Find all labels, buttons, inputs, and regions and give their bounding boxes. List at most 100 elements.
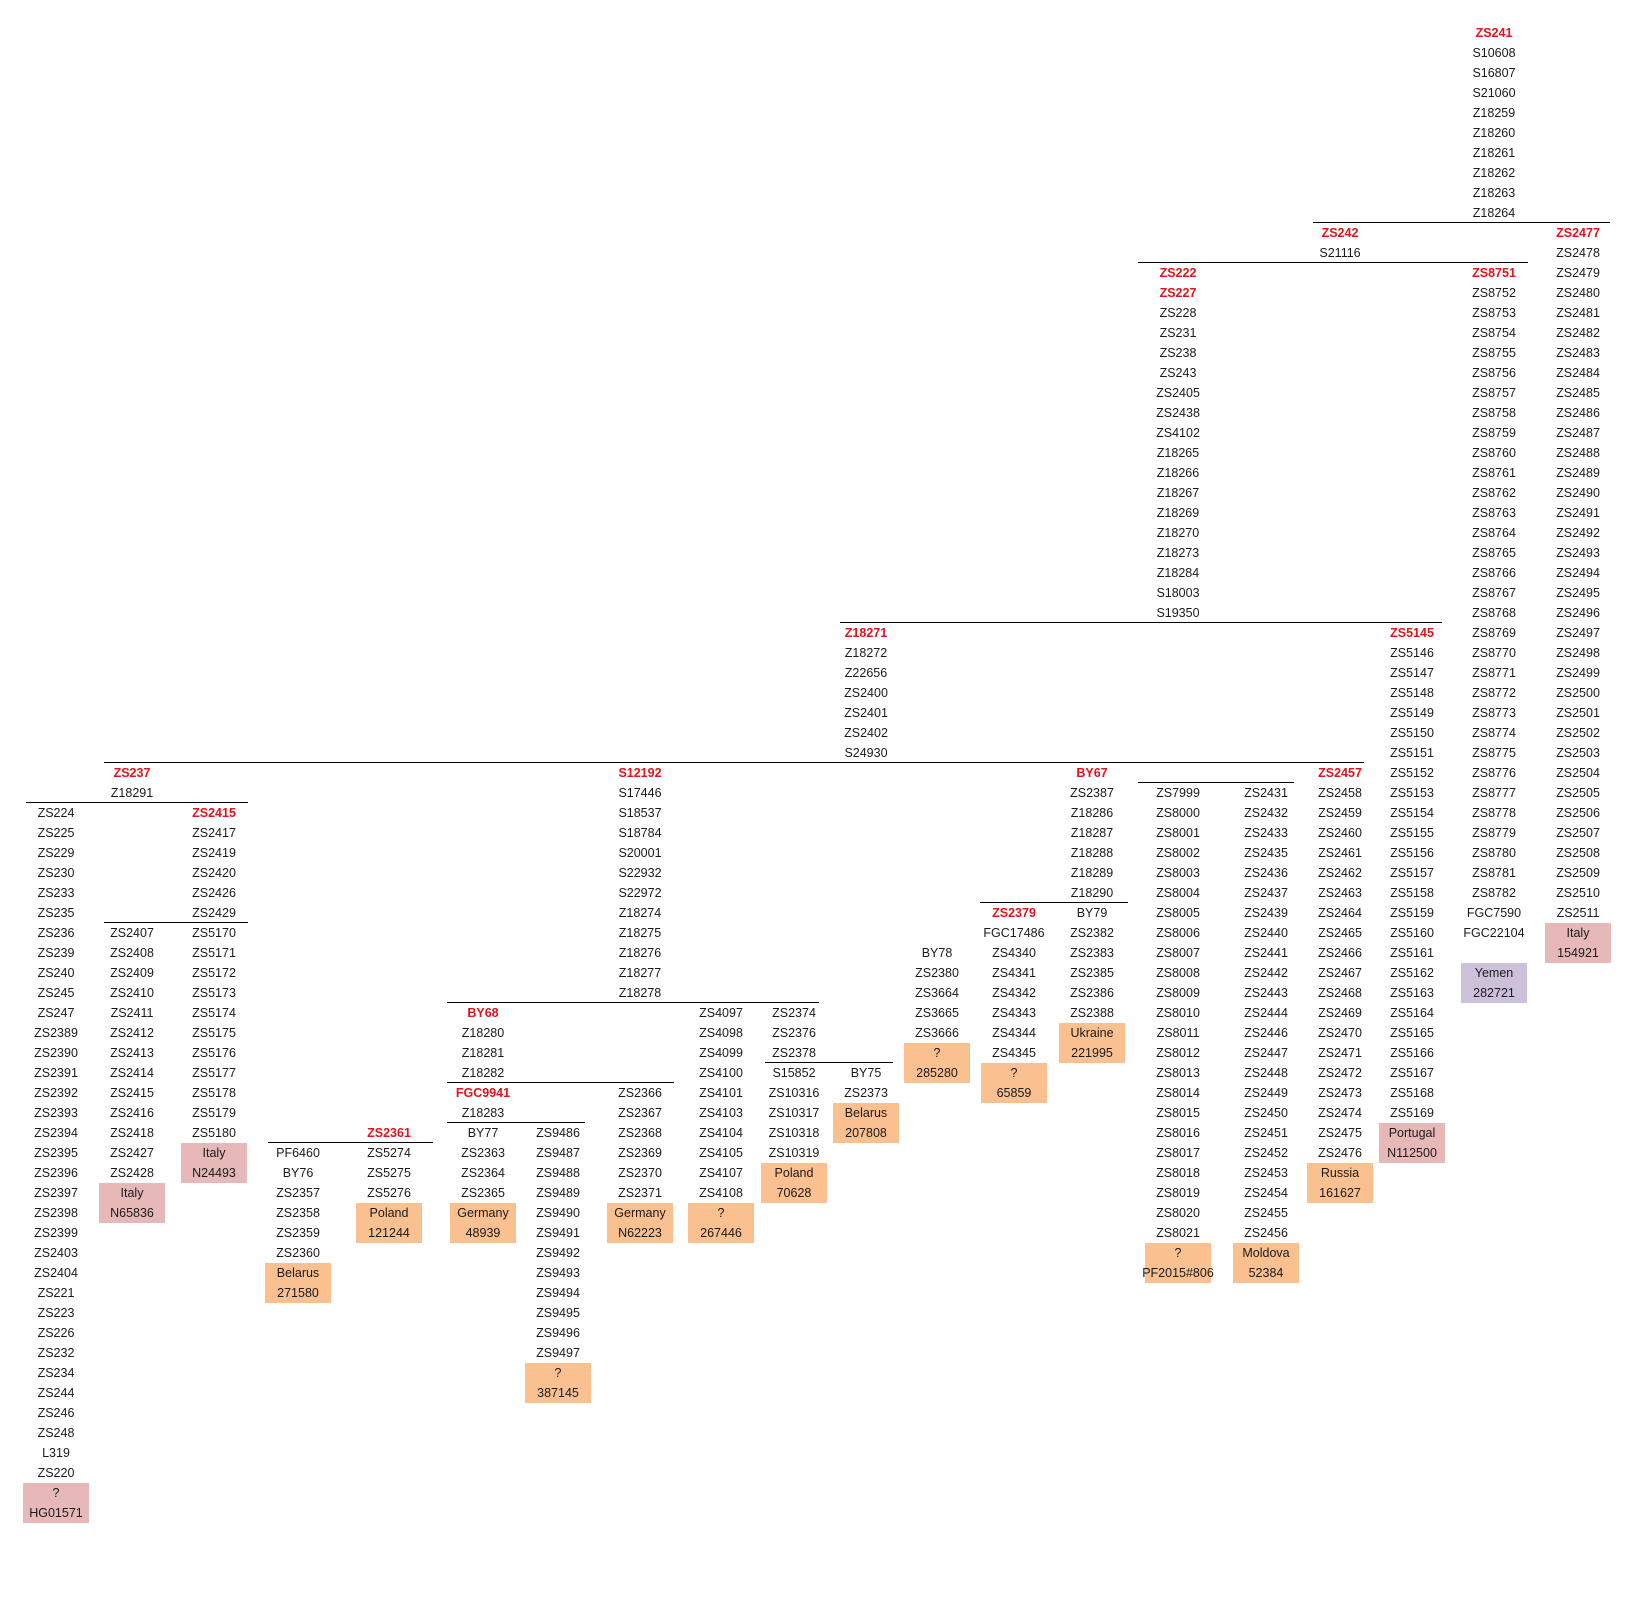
snp-label: ZS8769 — [1472, 626, 1516, 640]
snp-label: ZS2396 — [34, 1166, 78, 1180]
snp-label: ZS5146 — [1390, 646, 1434, 660]
snp-label: ZS2373 — [844, 1086, 888, 1100]
sample-id: 207808 — [845, 1126, 887, 1140]
sample-origin: ? — [554, 1366, 562, 1380]
snp-label: ZS8755 — [1472, 346, 1516, 360]
snp-label: ZS8772 — [1472, 686, 1516, 700]
snp-label: ZS4340 — [992, 946, 1036, 960]
snp-label: Z18284 — [1156, 566, 1200, 580]
sample-id: PF2015#806 — [1142, 1266, 1214, 1280]
snp-label: ZS8013 — [1156, 1066, 1200, 1080]
snp-label: ZS8021 — [1156, 1226, 1200, 1240]
snp-label: S18537 — [618, 806, 662, 820]
sample-origin: Yemen — [1474, 966, 1514, 980]
snp-label: ZS8765 — [1472, 546, 1516, 560]
clade-column-zs2379: ZS2379 FGC17486 — [976, 903, 1052, 943]
snp-label: S21060 — [1472, 86, 1516, 100]
snp-label: ZS2427 — [110, 1146, 154, 1160]
snp-label: Z18274 — [618, 906, 662, 920]
sample-box-s-267446: ? 267446 — [688, 1203, 754, 1243]
snp-label: ZS2467 — [1318, 966, 1362, 980]
snp-label: ZS2363 — [461, 1146, 505, 1160]
snp-label: Z18283 — [461, 1106, 505, 1120]
snp-label: ZS5168 — [1390, 1086, 1434, 1100]
branch-line — [980, 902, 1128, 903]
snp-label: ZS8775 — [1472, 746, 1516, 760]
sample-id: 65859 — [996, 1086, 1032, 1100]
snp-label: Z18267 — [1156, 486, 1200, 500]
snp-label: ZS8010 — [1156, 1006, 1200, 1020]
snp-label: Z18275 — [618, 926, 662, 940]
snp-label: ZS8008 — [1156, 966, 1200, 980]
snp-label: ZS8011 — [1156, 1026, 1200, 1040]
snp-label: Z18269 — [1156, 506, 1200, 520]
clade-column-zs4340: ZS4340 ZS4341 ZS4342 ZS4343 ZS4344 ZS4345 — [976, 943, 1052, 1063]
snp-label: ZS224 — [37, 806, 75, 820]
snp-label: ZS2480 — [1556, 286, 1600, 300]
sample-origin: ? — [1010, 1066, 1018, 1080]
sample-id: 48939 — [465, 1226, 501, 1240]
sample-box-s-poland-121244: Poland 121244 — [356, 1203, 422, 1243]
snp-label: ZS2416 — [110, 1106, 154, 1120]
clade-heading: BY68 — [467, 1006, 499, 1020]
branch-line — [104, 762, 1364, 763]
snp-label: ZS10317 — [768, 1106, 820, 1120]
snp-label: Z18286 — [1070, 806, 1114, 820]
snp-label: ZS2376 — [772, 1026, 816, 1040]
snp-label: ZS233 — [37, 886, 75, 900]
snp-label: ZS2500 — [1556, 686, 1600, 700]
sample-origin: Portugal — [1388, 1126, 1436, 1140]
sample-box-s-belarus-271580: Belarus 271580 — [265, 1263, 331, 1303]
snp-label: ZS236 — [37, 926, 75, 940]
clade-column-zs2361: ZS2361 ZS5274 ZS5275 ZS5276 — [351, 1123, 427, 1203]
clade-column-s15852: S15852 ZS10316 ZS10317 ZS10318 ZS10319 — [756, 1063, 832, 1163]
snp-label: ZS8756 — [1472, 366, 1516, 380]
snp-label: ZS2466 — [1318, 946, 1362, 960]
snp-label: L319 — [42, 1446, 70, 1460]
snp-label: ZS2494 — [1556, 566, 1600, 580]
snp-label: ZS8004 — [1156, 886, 1200, 900]
snp-label: Z18262 — [1472, 166, 1516, 180]
clade-heading: ZS227 — [1159, 286, 1197, 300]
snp-label: ZS2364 — [461, 1166, 505, 1180]
snp-label: ZS5176 — [192, 1046, 236, 1060]
snp-label: ZS5276 — [367, 1186, 411, 1200]
snp-label: ZS245 — [37, 986, 75, 1000]
snp-label: BY79 — [1076, 906, 1108, 920]
snp-label: ZS2431 — [1244, 786, 1288, 800]
snp-label: ZS8776 — [1472, 766, 1516, 780]
snp-label: ZS247 — [37, 1006, 75, 1020]
sample-id: 221995 — [1071, 1046, 1113, 1060]
snp-label: ZS5165 — [1390, 1026, 1434, 1040]
clade-heading: ZS2379 — [992, 906, 1036, 920]
snp-label: ZS2475 — [1318, 1126, 1362, 1140]
snp-label: ZS2469 — [1318, 1006, 1362, 1020]
snp-label: ZS220 — [37, 1466, 75, 1480]
snp-label: ZS8770 — [1472, 646, 1516, 660]
snp-label: ZS5150 — [1390, 726, 1434, 740]
snp-label: Z18263 — [1472, 186, 1516, 200]
clade-column-zs8751: ZS8751 ZS8752 ZS8753 ZS8754 ZS8755 ZS8756 ZS87… — [1456, 263, 1532, 943]
clade-column-fgc9941: FGC9941 Z18283 — [445, 1083, 521, 1123]
branch-line — [447, 1082, 674, 1083]
snp-label: ZS9497 — [536, 1346, 580, 1360]
clade-column-zs5145: ZS5145 ZS5146 ZS5147 ZS5148 ZS5149 ZS5150 ZS51… — [1374, 623, 1450, 1123]
snp-label: ZS2455 — [1244, 1206, 1288, 1220]
clade-column-zs2407: ZS2407 ZS2408 ZS2409 ZS2410 ZS2411 ZS2412 ZS24… — [94, 923, 170, 1183]
snp-label: ZS2452 — [1244, 1146, 1288, 1160]
snp-label: ZS2447 — [1244, 1046, 1288, 1060]
clade-heading: ZS237 — [113, 766, 151, 780]
snp-label: ZS8771 — [1472, 666, 1516, 680]
snp-label: ZS9495 — [536, 1306, 580, 1320]
snp-label: ZS2454 — [1244, 1186, 1288, 1200]
snp-label: ZS2428 — [110, 1166, 154, 1180]
snp-label: Z18276 — [618, 946, 662, 960]
sample-box-s-ukraine: Ukraine 221995 — [1059, 1023, 1125, 1063]
snp-label: ZS8779 — [1472, 826, 1516, 840]
snp-label: ZS2374 — [772, 1006, 816, 1020]
snp-label: ZS8766 — [1472, 566, 1516, 580]
snp-label: Z18280 — [461, 1026, 505, 1040]
snp-label: ZS5177 — [192, 1066, 236, 1080]
snp-label: ZS5274 — [367, 1146, 411, 1160]
